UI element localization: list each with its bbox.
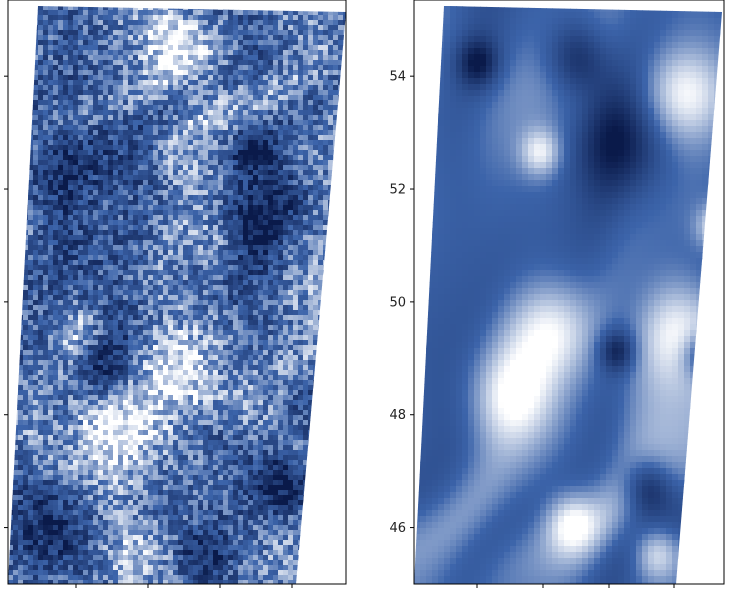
- y-tick-label: 48: [389, 408, 406, 423]
- y-tick-label: 54: [389, 70, 406, 85]
- right-panel: 46 48 50 52 54: [389, 0, 725, 588]
- heatmap-image: [414, 6, 722, 584]
- y-tick-label: 46: [389, 521, 406, 536]
- axes-frame: [7, 0, 347, 585]
- axes-frame: [413, 0, 725, 585]
- left-panel: [4, 0, 347, 588]
- y-tick-label: 52: [389, 183, 406, 198]
- heatmap-image: [8, 6, 346, 584]
- y-tick-label: 50: [389, 295, 406, 310]
